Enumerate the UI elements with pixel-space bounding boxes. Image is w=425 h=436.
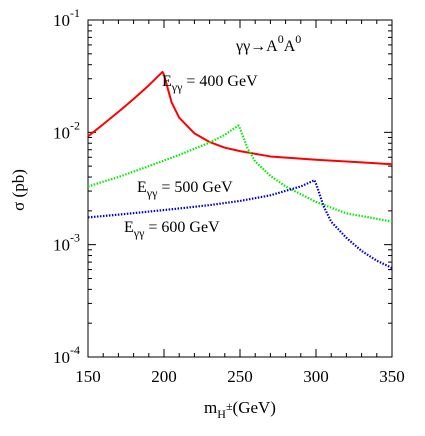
series-label-2: Eγγ = 500 GeV: [137, 179, 233, 200]
series-line-3: [87, 179, 393, 269]
series-line-2: [87, 124, 393, 223]
x-axis-label: mH±(GeV): [204, 398, 276, 421]
x-tick-label: 250: [227, 367, 253, 386]
y-tick-label: 10-3: [53, 231, 80, 255]
y-axis-label: σ (pb): [9, 169, 28, 211]
x-tick-label: 200: [151, 367, 177, 386]
series-lines: [87, 70, 393, 269]
plot-frame: [87, 19, 393, 358]
series-label-3: Eγγ = 600 GeV: [124, 219, 220, 240]
x-tick-label: 300: [303, 367, 329, 386]
process-label-text: γγ→A0A0: [235, 32, 301, 55]
y-tick-label: 10-4: [53, 343, 80, 367]
y-tick-label: 10-1: [53, 6, 80, 30]
plot-frame-group: [87, 19, 393, 358]
series-line-1: [87, 70, 393, 166]
series-label-1: Eγγ = 400 GeV: [162, 73, 258, 94]
axis-ticks: 150 200 250 300 350 10-4 10-3 10-2 10-1: [53, 6, 405, 386]
process-label: γγ→A0A0: [235, 32, 301, 55]
y-tick-label: 10-2: [53, 118, 80, 142]
series-labels: Eγγ = 400 GeV Eγγ = 500 GeV Eγγ = 600 GeV: [124, 73, 258, 240]
x-tick-label: 350: [379, 367, 405, 386]
x-axis-label-text: mH±(GeV): [204, 398, 276, 421]
x-tick-label: 150: [75, 367, 101, 386]
